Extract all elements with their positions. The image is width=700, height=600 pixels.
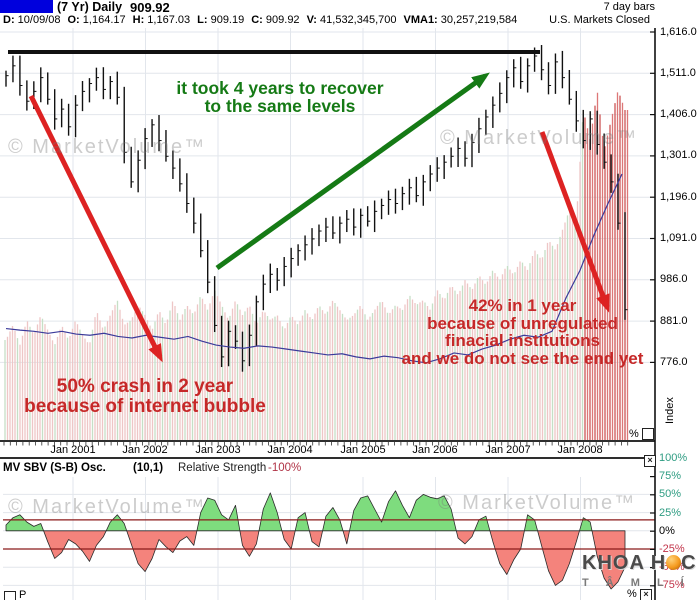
quote-close: C: 909.92 [251, 14, 300, 26]
logo-ball-icon [666, 555, 682, 570]
quote-high: H: 1,167.03 [132, 14, 191, 26]
price-tick-label: 1,616.0 [660, 25, 697, 38]
annotation-crash-2001: 50% crash in 2 year because of internet … [24, 376, 266, 417]
date-label: Jan 2003 [195, 444, 241, 456]
osc-tick-label: -25% [659, 542, 685, 555]
oscillator-params: (10,1) [133, 462, 164, 474]
percent-checkbox-osc[interactable]: × [640, 589, 652, 600]
watermark-main-right: © MarketVolume™ [440, 127, 639, 149]
price-tick-label: 1,301.0 [660, 149, 697, 162]
collapse-checkbox-xaxis[interactable]: × [644, 455, 656, 467]
percent-toggle-label-osc: % [627, 588, 637, 600]
oscillator-value: -100% [268, 462, 302, 474]
quote-low: L: 909.19 [197, 14, 245, 26]
price-tick-label: 1,196.0 [660, 190, 697, 203]
p-checkbox-osc[interactable] [4, 591, 16, 600]
date-label: Jan 2008 [557, 444, 603, 456]
date-label: Jan 2005 [340, 444, 386, 456]
annotation-recovery: it took 4 years to recover to the same l… [176, 78, 384, 116]
price-tick-label: 986.0 [660, 273, 688, 286]
quote-open: O: 1,164.17 [67, 14, 126, 26]
quote-volume: V: 41,532,345,700 [306, 14, 397, 26]
bar-interval-label: 7 day bars [603, 1, 655, 13]
index-axis-label: Index [664, 397, 676, 424]
date-label: Jan 2002 [122, 444, 168, 456]
osc-tick-label: 0% [659, 524, 675, 537]
quote-bar: D: 10/09/08 O: 1,164.17 H: 1,167.03 L: 9… [3, 14, 517, 27]
date-label: Jan 2007 [485, 444, 531, 456]
watermark-osc-left: © MarketVolume™ [8, 496, 207, 518]
price-tick-label: 1,511.0 [660, 66, 696, 79]
last-price: 909.92 [130, 0, 170, 15]
symbol-color-box [0, 0, 53, 13]
timeframe-label: (7 Yr) Daily [57, 0, 123, 14]
price-tick-label: 1,406.0 [660, 108, 697, 121]
date-label: Jan 2006 [412, 444, 458, 456]
annotation-crash-2008: 42% in 1 year because of unregulated fin… [401, 296, 644, 368]
price-tick-label: 881.0 [660, 314, 688, 327]
osc-tick-label: 25% [659, 506, 682, 519]
oscillator-title: MV SBV (S-B) Osc. [3, 462, 106, 474]
date-label: Jan 2004 [267, 444, 313, 456]
quote-vma: VMA1: 30,257,219,584 [403, 14, 518, 26]
market-status: U.S. Markets Closed [549, 14, 650, 26]
date-label: Jan 2001 [50, 444, 96, 456]
price-tick-label: 1,091.0 [660, 232, 697, 244]
osc-tick-label: -75% [659, 579, 685, 592]
percent-checkbox-main[interactable] [642, 428, 654, 440]
oscillator-subtitle: Relative Strength [178, 462, 267, 474]
percent-toggle-label: % [629, 428, 639, 440]
osc-tick-label: 100% [659, 451, 688, 464]
osc-tick-label: 75% [659, 470, 682, 483]
quote-date: D: 10/09/08 [3, 14, 61, 26]
osc-tick-label: 50% [659, 488, 682, 501]
p-toggle-label: P [19, 589, 27, 600]
price-tick-label: 776.0 [660, 355, 688, 368]
watermark-main-left: © MarketVolume™ [8, 136, 207, 158]
watermark-osc-right: © MarketVolume™ [438, 492, 637, 514]
